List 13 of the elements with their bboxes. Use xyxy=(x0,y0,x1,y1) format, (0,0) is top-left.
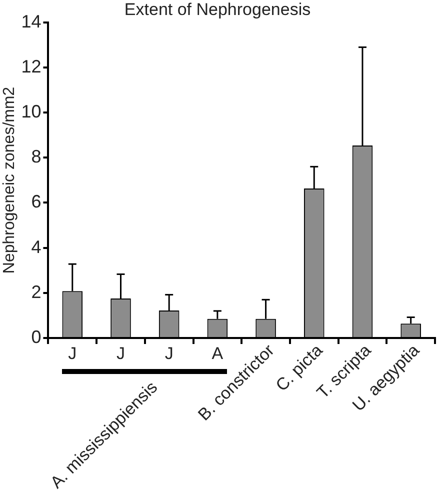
y-tick-label: 6 xyxy=(31,192,42,212)
y-tick-label: 8 xyxy=(31,146,42,167)
x-tick-label: J xyxy=(116,344,125,364)
x-tick-label: J xyxy=(164,344,174,364)
y-tick-label: 10 xyxy=(21,102,42,122)
chart-title: Extent of Nephrogenesis xyxy=(124,0,311,19)
y-tick-label: 2 xyxy=(31,282,42,302)
x-tick-label: J xyxy=(68,344,77,364)
y-tick-label: 0 xyxy=(31,326,42,347)
y-tick-label: 4 xyxy=(31,236,42,257)
y-tick-label: 14 xyxy=(21,11,42,32)
y-axis-title: Nephrogeneic zones/mm2 xyxy=(1,86,18,274)
y-tick-label: 12 xyxy=(21,56,42,76)
